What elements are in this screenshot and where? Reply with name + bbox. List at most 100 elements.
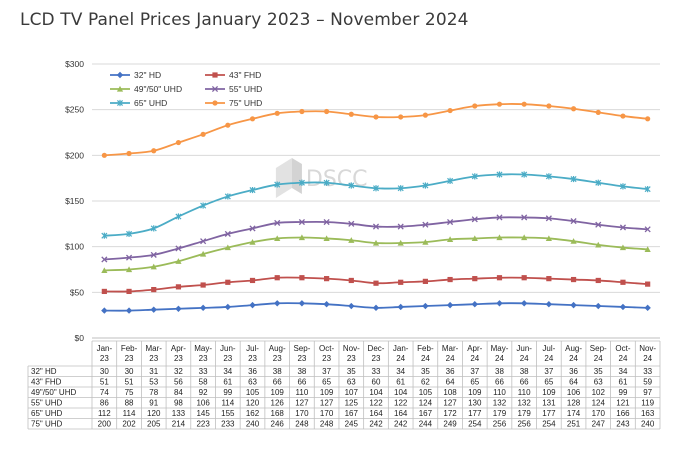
x-tick-label: Mar- [442, 344, 459, 353]
table-cell: 254 [468, 420, 482, 429]
data-point-marker [545, 301, 553, 308]
y-tick-label: $250 [65, 105, 84, 115]
data-point-marker [211, 85, 219, 93]
x-tick-label: 23 [199, 354, 208, 363]
watermark-logo-shape [275, 158, 292, 198]
series-line [104, 103, 648, 157]
table-cell: 91 [149, 399, 158, 408]
data-point-marker [274, 300, 281, 307]
data-point-marker [274, 235, 281, 242]
x-tick-label: Jan- [97, 344, 113, 353]
table-cell: 247 [592, 420, 606, 429]
data-point-marker [225, 279, 231, 285]
table-cell: 240 [246, 420, 260, 429]
table-cell: 99 [223, 388, 232, 397]
legend: 32" HD 43" FHD 49"/50" UHD 55" UHD 65" UHD 75… [110, 70, 262, 108]
data-point-marker [101, 267, 108, 274]
table-cell: 131 [542, 399, 556, 408]
data-point-marker [116, 71, 124, 79]
table-cell: 179 [517, 409, 531, 418]
data-point-marker [101, 256, 108, 263]
data-point-marker [224, 193, 231, 200]
data-point-marker [224, 303, 232, 311]
data-point-marker [212, 100, 218, 106]
x-tick-label: Apr- [171, 344, 186, 353]
data-point-marker [299, 275, 305, 281]
data-point-marker [644, 246, 651, 253]
table-cell: 65 [322, 378, 331, 387]
data-point-marker [151, 286, 157, 293]
table-cell: 104 [394, 388, 408, 397]
data-point-marker [249, 301, 256, 309]
data-point-marker [150, 251, 157, 258]
table-cell: 34 [223, 367, 232, 376]
table-cell: 164 [369, 409, 383, 418]
table-cell: 109 [542, 388, 556, 397]
data-point-marker [644, 186, 651, 193]
table-cell: 242 [394, 420, 408, 429]
table-cell: 179 [493, 409, 507, 418]
table-cell: 248 [320, 420, 334, 429]
table-cell: 128 [567, 399, 581, 408]
data-point-marker [595, 302, 602, 310]
x-tick-label: 23 [174, 354, 183, 363]
table-cell: 66 [495, 378, 504, 387]
legend-label: 55" UHD [229, 84, 262, 94]
data-point-marker [398, 114, 404, 120]
data-point-marker [397, 239, 404, 246]
data-point-marker [472, 276, 478, 282]
series-group [101, 300, 651, 314]
table-cell: 122 [394, 399, 408, 408]
data-point-marker [200, 282, 206, 288]
table-cell: 32 [174, 367, 183, 376]
data-point-marker [274, 110, 280, 116]
legend-label: 43" FHD [229, 70, 261, 80]
table-cell: 110 [493, 388, 506, 397]
table-cell: 33 [643, 367, 652, 376]
table-cell: 51 [125, 378, 134, 387]
table-cell: 110 [296, 388, 309, 397]
data-point-marker [373, 280, 379, 286]
data-point-marker [447, 177, 454, 185]
table-cell: 167 [345, 409, 359, 418]
data-point-marker [101, 152, 107, 158]
table-cell: 119 [641, 399, 654, 408]
data-point-marker [175, 245, 182, 252]
table-cell: 251 [567, 420, 581, 429]
table-cell: 248 [295, 420, 309, 429]
table-row-label: 75" UHD [31, 420, 63, 429]
x-tick-label: Sep- [293, 344, 310, 353]
table-cell: 36 [248, 367, 257, 376]
table-cell: 36 [446, 367, 455, 376]
data-point-marker [125, 266, 133, 273]
data-point-marker [447, 218, 454, 226]
table-cell: 35 [594, 367, 603, 376]
data-point-marker [619, 244, 627, 251]
table-cell: 56 [174, 378, 183, 387]
table-cell: 37 [322, 367, 331, 376]
data-point-marker [249, 239, 256, 245]
table-cell: 78 [149, 388, 158, 397]
data-point-marker [521, 275, 527, 281]
table-cell: 242 [369, 420, 383, 429]
data-point-marker [645, 116, 651, 122]
y-axis-ticks: $0 $50 $100 $150 $200 $250 $300 [65, 59, 84, 343]
table-cell: 38 [520, 367, 529, 376]
x-tick-label: 23 [372, 354, 381, 363]
table-cell: 223 [196, 420, 210, 429]
dscc-watermark: DSCC [275, 158, 368, 198]
x-tick-label: Feb- [417, 344, 434, 353]
data-point-marker [175, 258, 182, 264]
data-point-marker [521, 101, 527, 107]
table-cell: 102 [592, 388, 606, 397]
table-cell: 124 [592, 399, 606, 408]
data-point-marker [471, 216, 478, 223]
data-point-marker [274, 219, 281, 226]
data-point-marker [521, 171, 528, 178]
data-point-marker [200, 202, 207, 209]
x-tick-label: Oct- [319, 344, 334, 353]
x-tick-label: 23 [322, 354, 331, 363]
data-point-marker [447, 276, 453, 283]
data-point-marker [150, 263, 157, 270]
table-cell: 35 [421, 367, 430, 376]
